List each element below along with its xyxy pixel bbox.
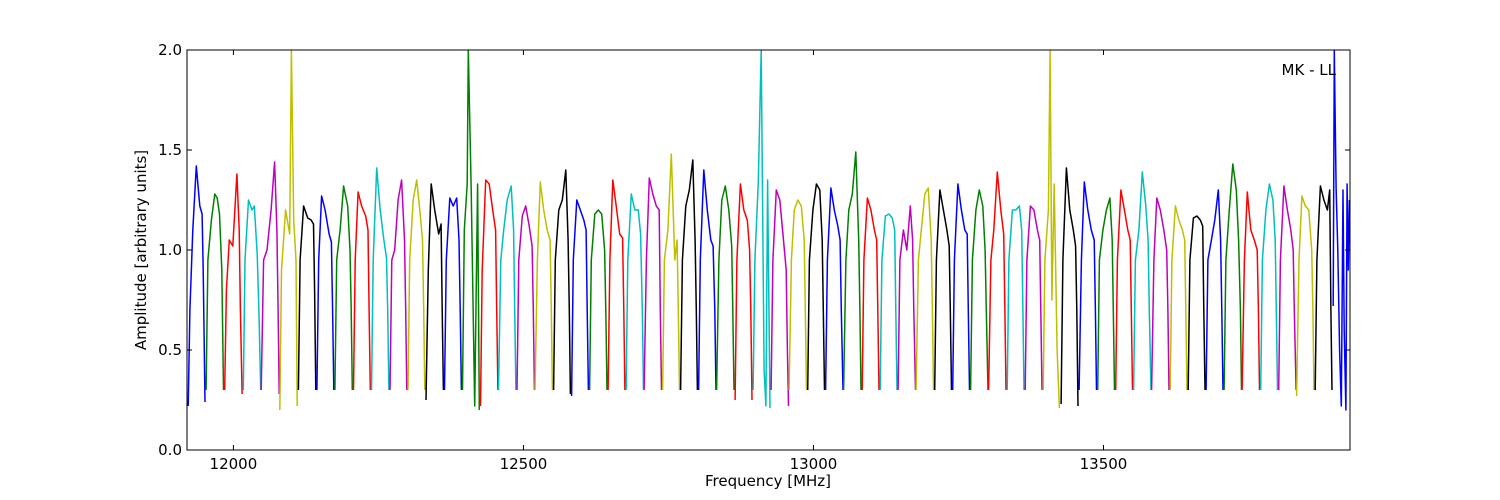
series-line-36 [824, 187, 844, 391]
x-tick-label-13000: 13000 [790, 455, 838, 473]
series-line-55 [1169, 205, 1188, 391]
y-tick-label-0.5: 0.5 [158, 341, 182, 359]
y-axis-title: Amplitude [arbitrary units] [132, 150, 150, 350]
series-line-50 [1078, 181, 1098, 391]
y-tick-label-0: 0.0 [158, 441, 182, 459]
series-line-4 [242, 199, 262, 391]
y-tick-label-1: 1.0 [158, 241, 182, 259]
series-line-38 [861, 197, 880, 391]
series-line-12 [389, 179, 408, 391]
series-line-25 [625, 193, 645, 391]
series-line-1 [187, 165, 206, 407]
x-tick-label-13500: 13500 [1080, 455, 1128, 473]
series-line-23 [588, 209, 608, 391]
series-line-59 [1241, 191, 1261, 391]
series-line-9 [334, 185, 354, 391]
series-line-62 [1295, 195, 1315, 397]
y-tick-label-2: 2.0 [158, 41, 182, 59]
series-line-63 [1314, 185, 1333, 391]
series-line-16 [461, 50, 481, 411]
series-line-14 [425, 183, 445, 401]
series-line-20 [534, 181, 554, 391]
x-tick-label-12000: 12000 [210, 455, 258, 473]
series-line-46 [1006, 205, 1025, 391]
x-axis-title: Frequency [MHz] [705, 472, 831, 490]
series-line-61 [1277, 185, 1297, 391]
series-line-26 [643, 177, 663, 391]
series-line-51 [1096, 197, 1116, 391]
series-line-44 [969, 189, 989, 391]
series-line-43 [951, 183, 971, 391]
series-line-7 [297, 205, 317, 391]
x-tick-label-12500: 12500 [500, 455, 548, 473]
series-line-40 [897, 205, 917, 391]
series-line-13 [407, 179, 426, 391]
series-line-28 [679, 159, 699, 391]
series-layer [187, 50, 1350, 411]
series-line-21 [552, 169, 572, 395]
series-line-19 [516, 205, 536, 391]
chart-annotation: MK - LL [1282, 61, 1337, 79]
series-line-64 [1332, 50, 1350, 411]
series-line-29 [697, 169, 717, 391]
series-line-5 [260, 161, 280, 395]
series-line-17 [479, 179, 499, 407]
series-line-22 [570, 199, 590, 397]
series-line-24 [607, 179, 626, 391]
plot-frame [186, 49, 1351, 451]
series-line-53 [1132, 171, 1152, 391]
series-line-42 [933, 189, 953, 391]
series-line-57 [1205, 189, 1224, 391]
series-line-10 [352, 191, 372, 391]
series-line-35 [806, 183, 826, 391]
series-line-37 [842, 151, 862, 391]
series-line-8 [316, 195, 335, 391]
ticks-layer: 12000 12500 13000 13500 0.0 0.5 1.0 1.5 2.0 [158, 41, 1350, 473]
series-line-52 [1114, 189, 1134, 391]
series-line-18 [497, 185, 517, 391]
series-line-11 [370, 167, 390, 391]
series-line-49 [1060, 167, 1079, 407]
series-line-32 [752, 50, 771, 409]
series-line-3 [223, 173, 243, 395]
series-line-27 [661, 153, 681, 391]
series-line-54 [1150, 197, 1170, 391]
series-line-31 [734, 183, 753, 401]
series-line-6 [279, 50, 298, 411]
series-line-30 [715, 185, 735, 391]
series-line-33 [770, 189, 790, 407]
series-line-56 [1187, 215, 1206, 391]
series-line-39 [879, 213, 898, 391]
series-line-58 [1223, 163, 1243, 391]
series-line-15 [443, 197, 463, 391]
series-line-41 [915, 187, 935, 391]
series-line-48 [1042, 50, 1061, 409]
series-line-45 [987, 171, 1007, 391]
y-tick-label-1.5: 1.5 [158, 141, 182, 159]
series-line-34 [788, 199, 808, 391]
series-line-2 [205, 193, 225, 391]
series-line-60 [1259, 183, 1279, 391]
series-line-47 [1024, 205, 1043, 391]
